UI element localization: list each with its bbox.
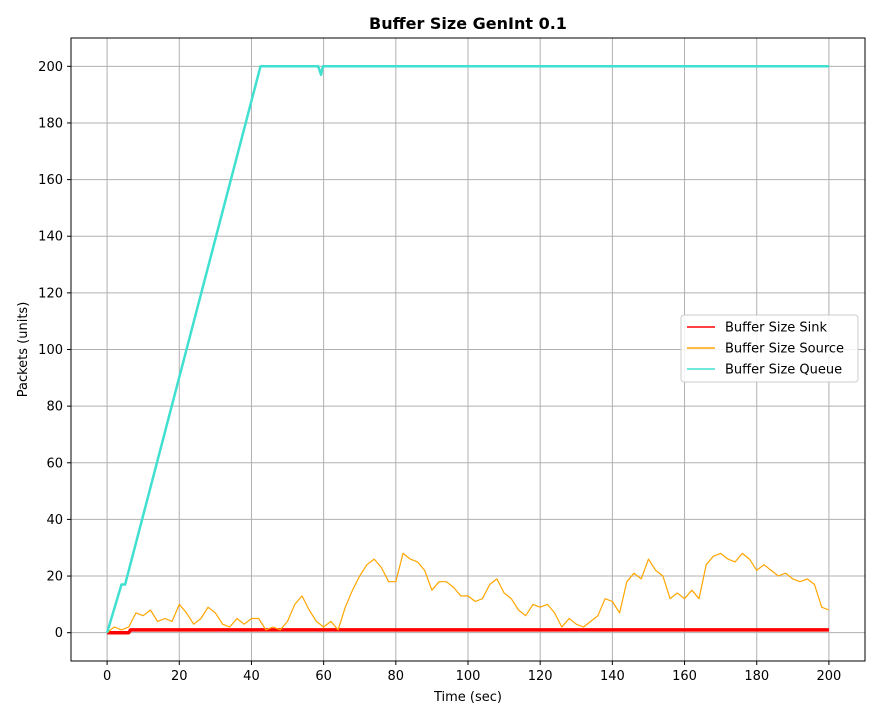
x-tick-label: 180 — [744, 669, 769, 684]
y-tick-label: 60 — [46, 456, 63, 471]
series-lines — [105, 65, 830, 635]
y-tick-label: 140 — [38, 230, 63, 245]
y-tick-label: 40 — [46, 513, 63, 528]
x-axis-label: Time (sec) — [433, 690, 502, 705]
y-axis-label: Packets (units) — [16, 302, 31, 398]
axis-ticks: 0 20 40 60 80 100 120 140 160 180 200 0 20 40 60 80 100 1… — [38, 60, 841, 684]
x-tick-label: 20 — [171, 669, 188, 684]
x-tick-label: 80 — [388, 669, 405, 684]
buffer-size-sink-line — [107, 628, 829, 635]
y-tick-label: 80 — [46, 400, 63, 415]
y-tick-label: 0 — [55, 626, 63, 641]
y-tick-label: 120 — [38, 286, 63, 301]
legend-label: Buffer Size Source — [725, 342, 844, 357]
x-tick-label: 200 — [816, 669, 841, 684]
buffer-size-queue-line — [105, 65, 829, 634]
x-tick-label: 0 — [103, 669, 111, 684]
legend: Buffer Size Sink Buffer Size Source Buffer… — [680, 314, 859, 383]
y-tick-label: 100 — [38, 343, 63, 358]
legend-label: Buffer Size Queue — [725, 363, 842, 378]
y-tick-label: 160 — [38, 173, 63, 188]
x-tick-label: 120 — [528, 669, 553, 684]
x-tick-label: 40 — [243, 669, 260, 684]
legend-label: Buffer Size Sink — [725, 321, 828, 336]
x-tick-label: 160 — [672, 669, 697, 684]
chart-title: Buffer Size GenInt 0.1 — [369, 14, 567, 33]
buffer-size-source-line — [106, 552, 830, 634]
y-tick-label: 180 — [38, 116, 63, 131]
y-tick-label: 200 — [38, 60, 63, 75]
x-tick-label: 100 — [456, 669, 481, 684]
y-tick-label: 20 — [46, 570, 63, 585]
legend-frame — [680, 314, 859, 383]
x-tick-label: 140 — [600, 669, 625, 684]
x-tick-label: 60 — [315, 669, 332, 684]
